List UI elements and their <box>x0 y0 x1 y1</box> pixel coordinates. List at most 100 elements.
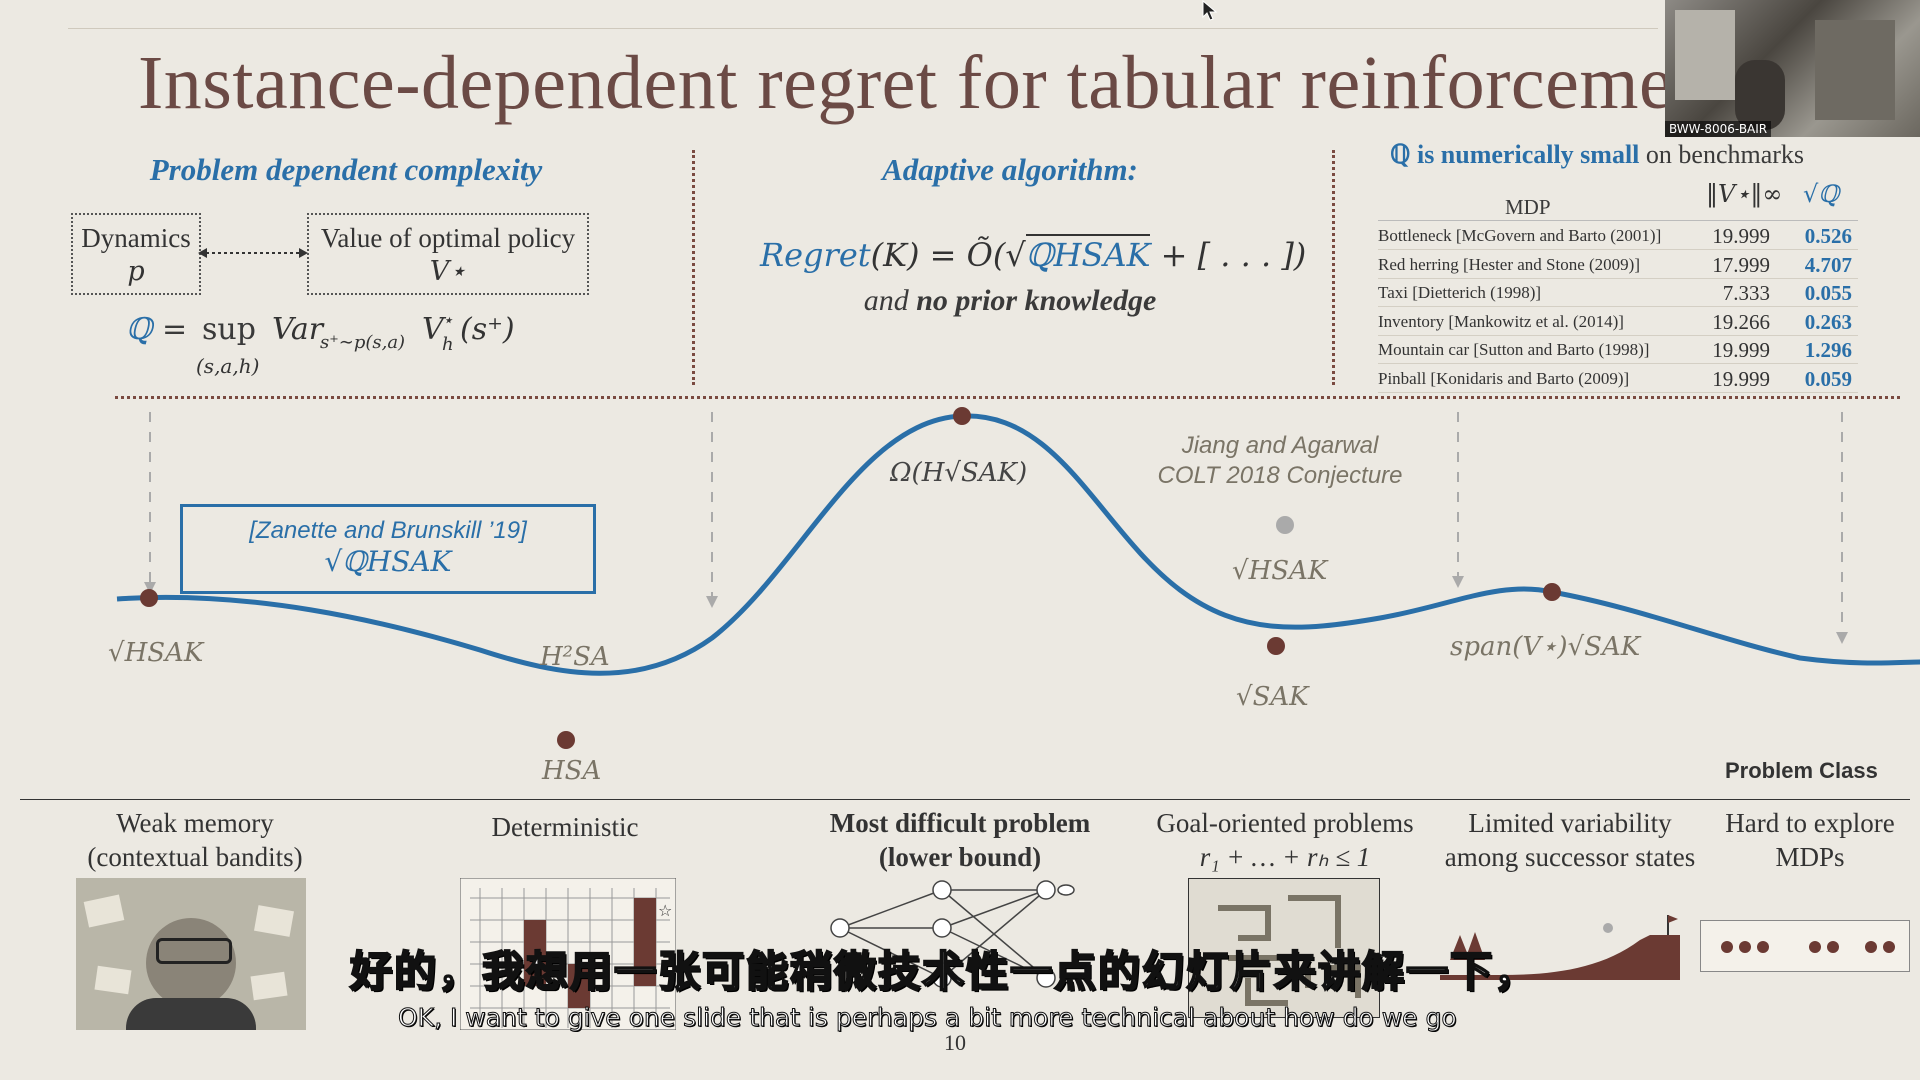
guide-arrow-2 <box>706 596 718 608</box>
label-jiang-line1: Jiang and Agarwal <box>1181 432 1379 459</box>
q-v-arg: (s⁺) <box>460 312 515 347</box>
category-deterministic: Deterministic <box>440 810 690 844</box>
regret-word: Regret <box>760 236 871 274</box>
regret-line2: and no prior knowledge <box>760 284 1260 318</box>
category-hard-explore: Hard to explore MDPs <box>1700 806 1920 874</box>
q-sup-subscript: (s,a,h) <box>196 354 260 378</box>
value-box: Value of optimal policy V⋆ <box>307 213 589 295</box>
label-span: span(V⋆)√SAK <box>1450 632 1641 662</box>
top-rule <box>68 28 1658 29</box>
regret-end: + [ . . . ]) <box>1150 236 1307 274</box>
table-cell-v: 7.333 <box>1722 281 1770 305</box>
bidirectional-arrow <box>198 248 308 258</box>
benchmark-heading: ℚ is numerically small on benchmarks <box>1390 140 1870 170</box>
table-row: Red herring [Hester and Stone (2009)] 17.… <box>0 251 1920 279</box>
q-equals: = <box>162 312 188 347</box>
table-cell-v: 19.999 <box>1712 338 1770 362</box>
illustration-hard-explore-chain <box>1700 920 1910 972</box>
q-v-star: ⋆ <box>442 310 454 331</box>
table-cell-mdp: Taxi [Dietterich (1998)] <box>1378 283 1542 302</box>
value-symbol: V⋆ <box>429 256 467 287</box>
label-h2sa: H²SA <box>540 642 610 672</box>
zanette-box: [Zanette and Brunskill ’19] √ℚHSAK <box>180 504 596 594</box>
webcam-label: BWW-8006-BAIR <box>1665 121 1772 137</box>
illustration-gridworld: ☆ <box>460 878 676 1030</box>
regret-q: ℚHSAK <box>1025 234 1151 274</box>
table-cell-q: 0.059 <box>1804 366 1852 391</box>
q-var: Var <box>272 312 324 347</box>
subtitle-english: OK, I want to give one slide that is per… <box>398 1003 1458 1033</box>
category-goal-oriented: Goal-oriented problems r₁ + … + rₕ ≤ 1 <box>1130 806 1440 874</box>
value-label: Value of optimal policy <box>320 223 576 253</box>
section-separator <box>115 396 1900 399</box>
table-cell-v: 17.999 <box>1712 252 1770 277</box>
table-row: Inventory [Mankowitz et al. (2014)] 19.26… <box>0 308 1920 336</box>
category-label-line1: Most difficult problem <box>829 808 1091 838</box>
curve-point-hsak <box>140 589 158 607</box>
category-label-line2: r₁ + … + rₕ ≤ 1 <box>1199 842 1371 872</box>
table-cell-mdp: Red herring [Hester and Stone (2009)] <box>1378 254 1641 274</box>
dynamics-symbol: p <box>127 256 145 287</box>
table-cell-q: 0.263 <box>1804 309 1852 334</box>
label-omega: Ω(H√SAK) <box>890 458 1028 488</box>
col-header-q: √ℚ <box>1803 180 1840 208</box>
illustration-mountain-car <box>1440 915 1680 980</box>
category-weak-memory: Weak memory (contextual bandits) <box>60 806 330 874</box>
table-cell-mdp: Mountain car [Sutton and Barto (1998)] <box>1378 340 1650 359</box>
zanette-citation: [Zanette and Brunskill ’19] <box>249 517 527 544</box>
middle-heading: Adaptive algorithm: <box>882 152 1138 187</box>
table-cell-mdp: Inventory [Mankowitz et al. (2014)] <box>1378 311 1624 331</box>
category-label-line2: (lower bound) <box>878 842 1042 872</box>
curve-point-sak <box>1267 637 1285 655</box>
dynamics-label: Dynamics <box>81 223 191 253</box>
label-sqrt-hsak: √HSAK <box>108 638 204 668</box>
guide-arrow-3 <box>1452 576 1464 588</box>
table-row-rule <box>1378 391 1858 393</box>
label-jiang-line2: COLT 2018 Conjecture <box>1157 462 1403 489</box>
category-label-line1: Goal-oriented problems <box>1156 808 1414 838</box>
label-sqrt-sak: √SAK <box>1236 682 1309 712</box>
q-v: V <box>422 312 444 347</box>
table-cell-v: 19.266 <box>1712 309 1770 334</box>
illustration-bandits-person <box>76 878 306 1030</box>
table-row: Mountain car [Sutton and Barto (1998)] 19… <box>0 336 1920 364</box>
category-most-difficult: Most difficult problem (lower bound) <box>800 806 1120 874</box>
q-sup: sup <box>202 312 256 347</box>
table-row-rule <box>1378 334 1858 336</box>
table-cell-v: 19.999 <box>1712 224 1770 248</box>
table-header-rule <box>1378 220 1858 221</box>
svg-text:☆: ☆ <box>658 901 672 920</box>
table-row: Bottleneck [McGovern and Barto (2001)] 19… <box>0 222 1920 250</box>
benchmark-heading-q: ℚ is numerically small <box>1390 140 1640 169</box>
regret-line2-and: and <box>863 284 917 317</box>
table-cell-q: 0.526 <box>1804 224 1852 248</box>
label-sqrt-hsak-conjecture: √HSAK <box>1232 556 1328 586</box>
table-cell-q: 0.055 <box>1804 281 1852 305</box>
mouse-cursor-icon <box>1202 0 1218 21</box>
regret-line2-bold: no prior knowledge <box>916 284 1157 317</box>
category-label-line1: Limited variability <box>1468 808 1672 838</box>
table-row-rule <box>1378 363 1858 364</box>
category-limited-variability: Limited variability among successor stat… <box>1420 806 1720 874</box>
point-conjecture <box>1276 516 1294 534</box>
q-symbol: ℚ <box>126 312 153 347</box>
category-label-line2: (contextual bandits) <box>87 842 303 872</box>
regret-formula: Regret(K) = Õ(√ℚHSAK + [ . . . ]) <box>760 234 1306 274</box>
regret-rest: (K) = Õ(√ <box>870 236 1026 274</box>
guide-arrow-1 <box>144 582 156 594</box>
table-cell-mdp: Pinball [Konidaris and Barto (2009)] <box>1378 368 1630 388</box>
table-row-rule <box>1378 306 1858 307</box>
divider-left <box>692 150 695 385</box>
axis-label-problem-class: Problem Class <box>1725 758 1878 783</box>
curve-point-span <box>1543 583 1561 601</box>
divider-right <box>1332 150 1335 385</box>
table-row: Taxi [Dietterich (1998)] 7.333 0.055 <box>0 279 1920 307</box>
category-label-line2: MDPs <box>1775 842 1845 872</box>
subtitle-chinese: 好的，我想用一张可能稍微技术性一点的幻灯片来讲解一下， <box>349 946 1539 997</box>
table-row-rule <box>1378 277 1858 279</box>
table-cell-v: 19.999 <box>1712 366 1770 391</box>
benchmark-table: Bottleneck [McGovern and Barto (2001)] 19… <box>0 222 1920 393</box>
guide-arrow-4 <box>1836 632 1848 644</box>
q-var-subscript: s⁺∼p(s,a) <box>320 332 406 353</box>
category-label-line2: among successor states <box>1444 842 1696 872</box>
